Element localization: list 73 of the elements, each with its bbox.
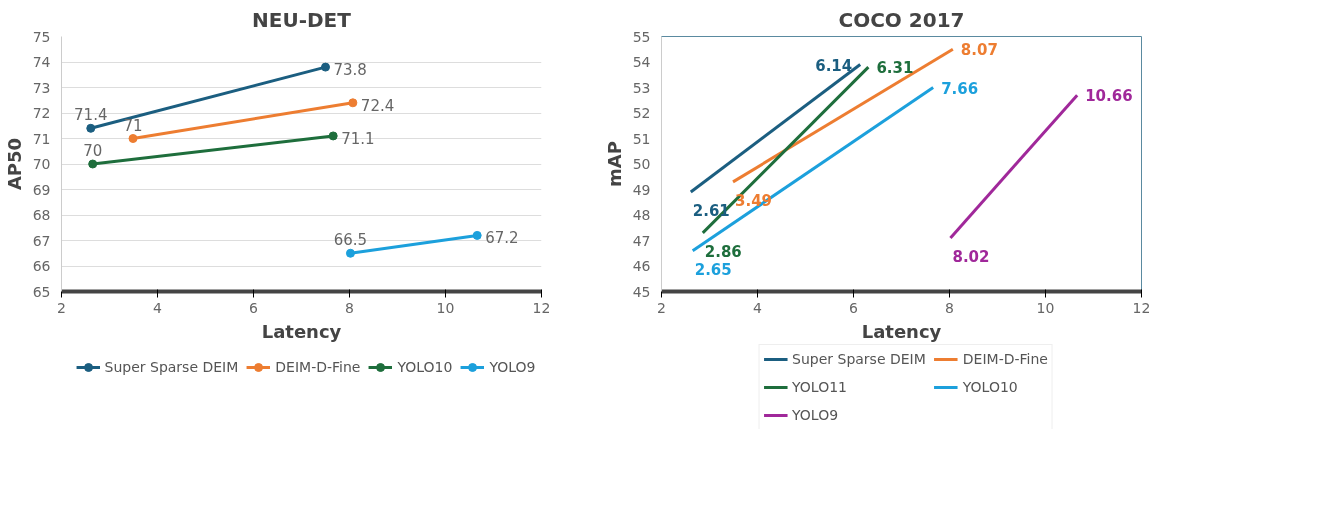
y-tick-label: 51 [632,130,651,147]
y-tick-label: 54 [632,54,651,70]
y-tick-label: 70 [32,156,51,172]
annotation: 2.86 [704,242,742,261]
annotation: 8.02 [952,247,990,266]
x-tick-label: 10 [1036,299,1055,316]
y-tick-label: 48 [632,207,651,223]
legend-label: YOLO11 [792,378,847,395]
annotation: 8.07 [960,41,998,60]
data-label: 72.4 [360,96,395,115]
y-axis-title: AP50 [3,137,25,191]
legend-label: Super Sparse DEIM [792,350,926,367]
x-tick-label: 12 [532,299,551,316]
legend-label: YOLO10 [962,378,1018,395]
x-tick-label: 2 [657,299,666,316]
data-label: 70 [83,142,103,160]
y-tick-label: 72 [32,105,51,121]
y-tick-label: 50 [632,156,651,172]
y-tick-label: 55 [632,28,651,45]
point [321,62,330,72]
annotation: 2.65 [694,260,732,279]
x-tick-label: 8 [945,299,954,316]
data-label: 73.8 [333,61,367,80]
point [86,123,96,133]
chart-title: COCO 2017 [838,7,965,32]
y-tick-label: 73 [32,79,51,96]
legend-label: YOLO9 [489,358,536,375]
y-tick-label: 74 [32,54,51,70]
data-label: 71.4 [74,106,108,125]
legend-label: YOLO9 [792,406,839,423]
x-tick-label: 6 [249,299,259,316]
y-tick-label: 68 [32,207,51,223]
chart-title: NEU-DET [252,7,352,32]
point [348,98,358,108]
y-tick-label: 65 [32,283,51,300]
data-label: 71 [123,116,143,135]
point [328,131,338,141]
y-tick-label: 75 [32,28,51,45]
y-tick-label: 47 [632,232,651,249]
data-label: 66.5 [333,231,368,250]
x-tick-label: 10 [436,299,455,316]
y-tick-label: 45 [632,283,651,300]
annotation: 6.14 [815,56,853,75]
data-label: 71.1 [341,129,375,148]
y-axis-title: mAP [603,141,625,187]
y-tick-label: 53 [632,79,651,96]
y-tick-label: 49 [632,181,651,198]
y-tick-label: 52 [632,105,651,121]
legend-label: DEIM-D-Fine [962,350,1048,367]
y-tick-label: 46 [632,258,651,274]
y-tick-label: 71 [32,130,51,147]
x-tick-label: 6 [849,299,859,316]
y-tick-label: 66 [32,258,51,274]
annotation: 7.66 [941,79,979,98]
data-label: 67.2 [485,229,519,248]
legend-label: YOLO10 [397,358,453,375]
x-axis-title: Latency [861,320,942,342]
y-tick-label: 67 [32,232,51,249]
legend-label: Super Sparse DEIM [104,358,239,375]
x-tick-label: 2 [57,299,66,316]
x-tick-label: 4 [153,299,163,316]
x-tick-label: 12 [1132,299,1151,316]
x-axis-title: Latency [261,320,342,342]
y-tick-label: 69 [32,181,51,198]
legend-label: DEIM-D-Fine [275,358,361,375]
point [472,230,482,240]
point [345,248,355,258]
x-tick-label: 4 [753,299,763,316]
x-tick-label: 8 [345,299,354,316]
annotation: 6.31 [876,59,914,78]
point [88,159,98,169]
annotation: 10.66 [1085,87,1133,106]
point [128,134,138,143]
